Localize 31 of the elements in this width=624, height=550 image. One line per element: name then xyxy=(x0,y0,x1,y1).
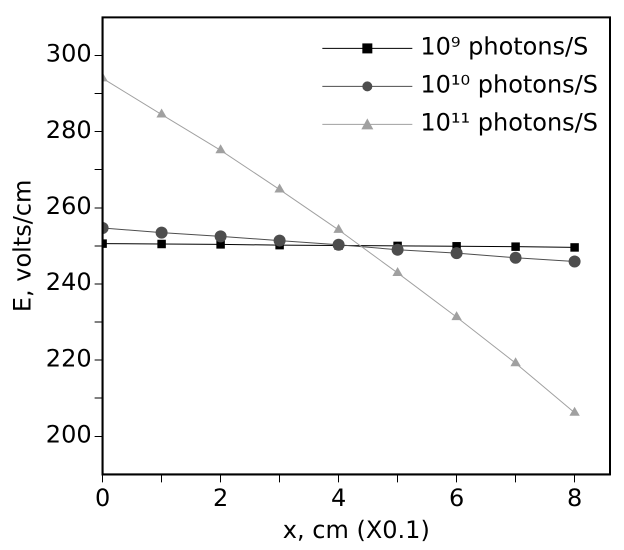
point xyxy=(511,242,520,251)
y-tick-label: 260 xyxy=(46,192,92,220)
point xyxy=(156,226,168,239)
point xyxy=(392,244,404,256)
point xyxy=(333,224,344,233)
point xyxy=(568,256,581,268)
x-tick-label: 6 xyxy=(448,484,464,512)
x-tick-label: 2 xyxy=(212,484,228,512)
x-tick-label: 0 xyxy=(94,484,110,512)
point xyxy=(156,108,167,118)
y-tick-label: 280 xyxy=(46,116,92,144)
y-tick-label: 240 xyxy=(46,268,92,296)
point xyxy=(450,247,463,260)
legend-label: 10⁹ photons/S xyxy=(420,32,588,61)
point xyxy=(274,234,286,247)
point xyxy=(510,252,522,264)
point xyxy=(215,144,226,154)
legend-label: 10¹¹ photons/S xyxy=(420,108,598,137)
x-axis-title: x, cm (X0.1) xyxy=(282,516,430,544)
x-tick-label: 8 xyxy=(566,484,582,512)
y-tick-label: 220 xyxy=(46,344,92,372)
point xyxy=(274,184,285,193)
point xyxy=(157,240,166,248)
y-tick-label: 300 xyxy=(46,40,92,68)
y-tick-label: 200 xyxy=(46,420,92,449)
point xyxy=(332,238,345,251)
y-axis-title: E, volts/cm xyxy=(8,180,37,312)
point xyxy=(570,243,579,252)
point xyxy=(214,230,227,242)
legend-label: 10¹⁰ photons/S xyxy=(420,70,598,99)
x-tick-label: 4 xyxy=(330,484,346,512)
